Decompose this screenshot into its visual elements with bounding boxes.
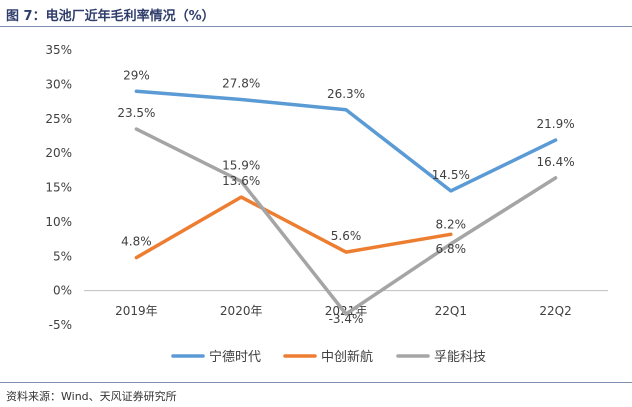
chart-title: 图 7：电池厂近年毛利率情况（%） bbox=[6, 9, 215, 24]
legend-label: 中创新航 bbox=[321, 349, 373, 365]
series-line bbox=[134, 127, 558, 316]
y-tick-label: 15% bbox=[45, 181, 72, 195]
y-tick-label: 30% bbox=[45, 77, 72, 91]
y-tick-label: 0% bbox=[53, 284, 72, 298]
data-label: 14.5% bbox=[432, 168, 470, 182]
data-label: 6.8% bbox=[436, 242, 467, 256]
series-line bbox=[134, 195, 453, 260]
data-label: -3.4% bbox=[329, 312, 364, 326]
footer-divider bbox=[0, 382, 632, 383]
data-label: 8.2% bbox=[436, 217, 467, 231]
data-label: 4.8% bbox=[121, 235, 152, 249]
data-label: 23.5% bbox=[117, 106, 155, 120]
y-tick-label: 25% bbox=[45, 112, 72, 126]
data-label: 16.4% bbox=[537, 155, 575, 169]
data-label: 5.6% bbox=[331, 229, 362, 243]
legend: 宁德时代 中创新航 孚能科技 bbox=[171, 349, 486, 365]
data-label: 29% bbox=[123, 68, 150, 82]
y-tick-label: 20% bbox=[45, 146, 72, 160]
legend-label: 孚能科技 bbox=[434, 350, 486, 365]
x-tick-label: 2020年 bbox=[220, 304, 263, 318]
data-label: 27.8% bbox=[222, 77, 260, 91]
series-lines bbox=[134, 89, 558, 316]
y-tick-label: 10% bbox=[45, 215, 72, 229]
y-tick-label: 35% bbox=[45, 43, 72, 57]
x-tick-label: 22Q1 bbox=[435, 304, 467, 318]
x-axis: 2019年 2020年 2021年 22Q1 22Q2 bbox=[84, 290, 608, 318]
y-tick-label: -5% bbox=[49, 318, 72, 332]
data-label: 26.3% bbox=[327, 87, 365, 101]
data-label: 15.9% bbox=[222, 158, 260, 172]
title-divider bbox=[0, 26, 632, 27]
x-tick-label: 2019年 bbox=[115, 304, 158, 318]
data-label: 13.6% bbox=[222, 174, 260, 188]
data-label: 21.9% bbox=[537, 117, 575, 131]
y-axis-ticks: 35% 30% 25% 20% 15% 10% 5% 0% -5% bbox=[45, 43, 72, 332]
legend-label: 宁德时代 bbox=[209, 349, 261, 365]
series-line bbox=[134, 89, 558, 193]
y-tick-label: 5% bbox=[53, 249, 72, 263]
x-tick-label: 22Q2 bbox=[539, 304, 571, 318]
source-note: 资料来源：Wind、天风证券研究所 bbox=[6, 390, 177, 403]
data-labels: 29% 27.8% 26.3% 14.5% 21.9% 4.8% 13.6% 5.6% 8.2%… bbox=[117, 68, 574, 326]
